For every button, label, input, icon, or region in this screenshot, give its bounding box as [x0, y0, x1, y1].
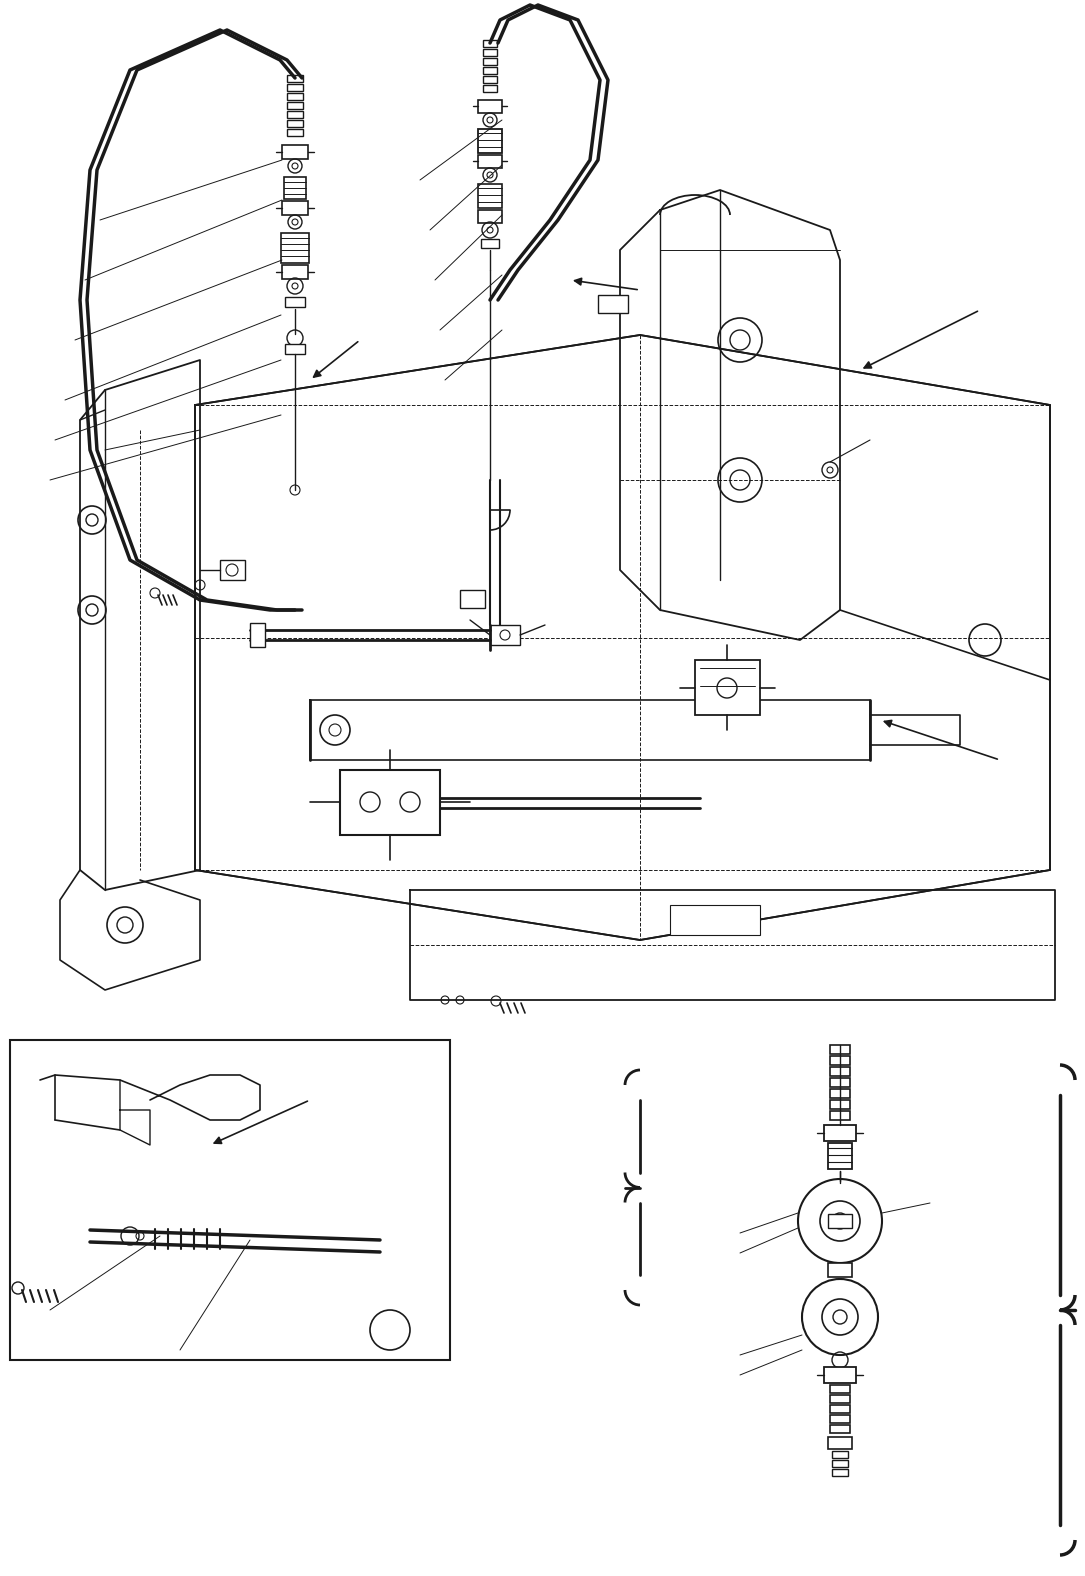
Bar [285, 344, 305, 355]
Bar [483, 49, 497, 57]
Bar [10, 1040, 450, 1360]
Bar [671, 905, 759, 935]
Bar [830, 1067, 850, 1076]
Bar [830, 1089, 850, 1098]
Bar [830, 1425, 850, 1433]
Bar [490, 626, 520, 645]
Bar [832, 1459, 848, 1467]
Bar [695, 660, 760, 716]
Bar [481, 240, 499, 247]
Bar [478, 129, 502, 153]
Bar [478, 210, 502, 222]
Bar [483, 58, 497, 65]
Bar [460, 589, 485, 608]
Bar [340, 771, 441, 835]
Bar [483, 39, 497, 47]
Bar [478, 184, 502, 208]
Bar [830, 1415, 850, 1423]
Bar [220, 559, 245, 580]
Bar [598, 295, 628, 314]
Bar [830, 1395, 850, 1403]
Bar [288, 129, 303, 136]
Bar [824, 1366, 856, 1384]
Bar [483, 85, 497, 91]
Bar [478, 99, 502, 113]
Bar [828, 1437, 852, 1448]
Bar [830, 1385, 850, 1393]
Bar [478, 154, 502, 169]
Bar [828, 1143, 852, 1169]
Bar [288, 110, 303, 118]
Bar [288, 93, 303, 99]
Bar [285, 296, 305, 307]
Bar [288, 120, 303, 128]
Bar [830, 1078, 850, 1087]
Bar [282, 265, 308, 279]
Bar [830, 1111, 850, 1121]
Bar [483, 76, 497, 84]
Bar [250, 623, 265, 648]
Bar [284, 177, 306, 199]
Bar [828, 1214, 852, 1228]
Bar [288, 76, 303, 82]
Bar [824, 1125, 856, 1141]
Bar [288, 102, 303, 109]
Bar [832, 1469, 848, 1477]
Bar [281, 233, 309, 263]
Bar [830, 1100, 850, 1110]
Bar [832, 1451, 848, 1458]
Bar [282, 202, 308, 214]
Bar [830, 1056, 850, 1065]
Bar [830, 1045, 850, 1054]
Bar [828, 1262, 852, 1277]
Bar [282, 145, 308, 159]
Bar [483, 68, 497, 74]
Bar [830, 1404, 850, 1414]
Bar [288, 84, 303, 91]
